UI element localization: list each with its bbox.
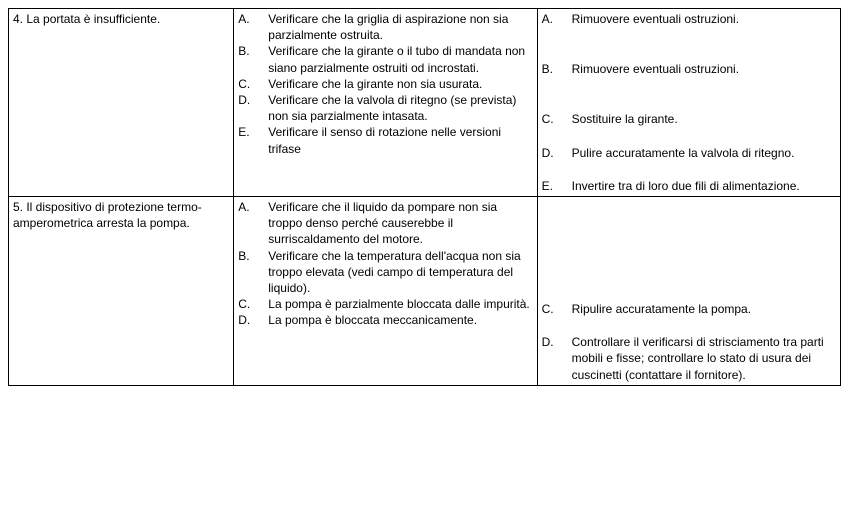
remedy-item: E.Invertire tra di loro due fili di alim… [542,178,836,194]
item-text: Verificare che la valvola di ritegno (se… [268,92,532,124]
item-text: Verificare che la girante non sia usurat… [268,76,532,92]
spacer [542,284,836,301]
item-text: Rimuovere eventuali ostruzioni. [572,11,836,27]
item-letter: B. [238,248,268,264]
item-text: Verificare che il liquido da pompare non… [268,199,532,248]
item-text: Verificare che la griglia di aspirazione… [268,11,532,43]
spacer [542,267,836,284]
cause-item: E.Verificare il senso di rotazione nelle… [238,124,532,156]
cause-item: B.Verificare che la temperatura dell'acq… [238,248,532,297]
spacer [542,317,836,334]
remedy-item: A.Rimuovere eventuali ostruzioni. [542,11,836,27]
cause-item: B.Verificare che la girante o il tubo di… [238,43,532,75]
causes-cell: A.Verificare che il liquido da pompare n… [234,196,537,385]
item-letter: D. [238,312,268,328]
item-text: La pompa è parzialmente bloccata dalle i… [268,296,532,312]
item-letter: C. [542,111,572,127]
causes-cell: A.Verificare che la griglia di aspirazio… [234,9,537,197]
item-letter: C. [238,76,268,92]
cause-item: C.La pompa è parzialmente bloccata dalle… [238,296,532,312]
remedies-cell: A.Rimuovere eventuali ostruzioni.B.Rimuo… [537,9,840,197]
item-letter: E. [238,124,268,140]
item-letter: B. [542,61,572,77]
spacer [542,161,836,178]
item-text: Verificare che la girante o il tubo di m… [268,43,532,75]
cause-item: C.Verificare che la girante non sia usur… [238,76,532,92]
problem-cell: 5. Il dispositivo di protezione termo- a… [9,196,234,385]
cause-item: A.Verificare che la griglia di aspirazio… [238,11,532,43]
item-text: Invertire tra di loro due fili di alimen… [572,178,836,194]
item-letter: A. [238,11,268,27]
item-text: Verificare il senso di rotazione nelle v… [268,124,532,156]
item-letter: D. [542,145,572,161]
item-text: Sostituire la girante. [572,111,836,127]
remedy-item: C.Sostituire la girante. [542,111,836,127]
item-letter: B. [238,43,268,59]
item-letter: C. [238,296,268,312]
spacer [542,44,836,61]
spacer [542,27,836,44]
cause-item: D.Verificare che la valvola di ritegno (… [238,92,532,124]
spacer [542,216,836,233]
remedy-item: D.Controllare il verificarsi di striscia… [542,334,836,383]
item-text: Ripulire accuratamente la pompa. [572,301,836,317]
table-row: 4. La portata è insufficiente.A.Verifica… [9,9,841,197]
spacer [542,128,836,145]
spacer [542,233,836,250]
remedy-item: C.Ripulire accuratamente la pompa. [542,301,836,317]
spacer [542,77,836,94]
item-letter: D. [238,92,268,108]
item-letter: C. [542,301,572,317]
problem-text: 4. La portata è insufficiente. [13,11,229,27]
item-letter: A. [238,199,268,215]
remedies-cell: C.Ripulire accuratamente la pompa. D.Cont… [537,196,840,385]
cause-item: D.La pompa è bloccata meccanicamente. [238,312,532,328]
item-letter: D. [542,334,572,350]
item-letter: A. [542,11,572,27]
item-text: La pompa è bloccata meccanicamente. [268,312,532,328]
cause-item: A.Verificare che il liquido da pompare n… [238,199,532,248]
item-text: Rimuovere eventuali ostruzioni. [572,61,836,77]
problem-cell: 4. La portata è insufficiente. [9,9,234,197]
item-text: Verificare che la temperatura dell'acqua… [268,248,532,297]
problem-text: 5. Il dispositivo di protezione termo- a… [13,199,229,231]
remedy-item: B.Rimuovere eventuali ostruzioni. [542,61,836,77]
remedy-item: D.Pulire accuratamente la valvola di rit… [542,145,836,161]
item-text: Pulire accuratamente la valvola di riteg… [572,145,836,161]
spacer [542,94,836,111]
spacer [542,250,836,267]
troubleshooting-table: 4. La portata è insufficiente.A.Verifica… [8,8,841,386]
item-letter: E. [542,178,572,194]
table-row: 5. Il dispositivo di protezione termo- a… [9,196,841,385]
item-text: Controllare il verificarsi di strisciame… [572,334,836,383]
spacer [542,199,836,216]
